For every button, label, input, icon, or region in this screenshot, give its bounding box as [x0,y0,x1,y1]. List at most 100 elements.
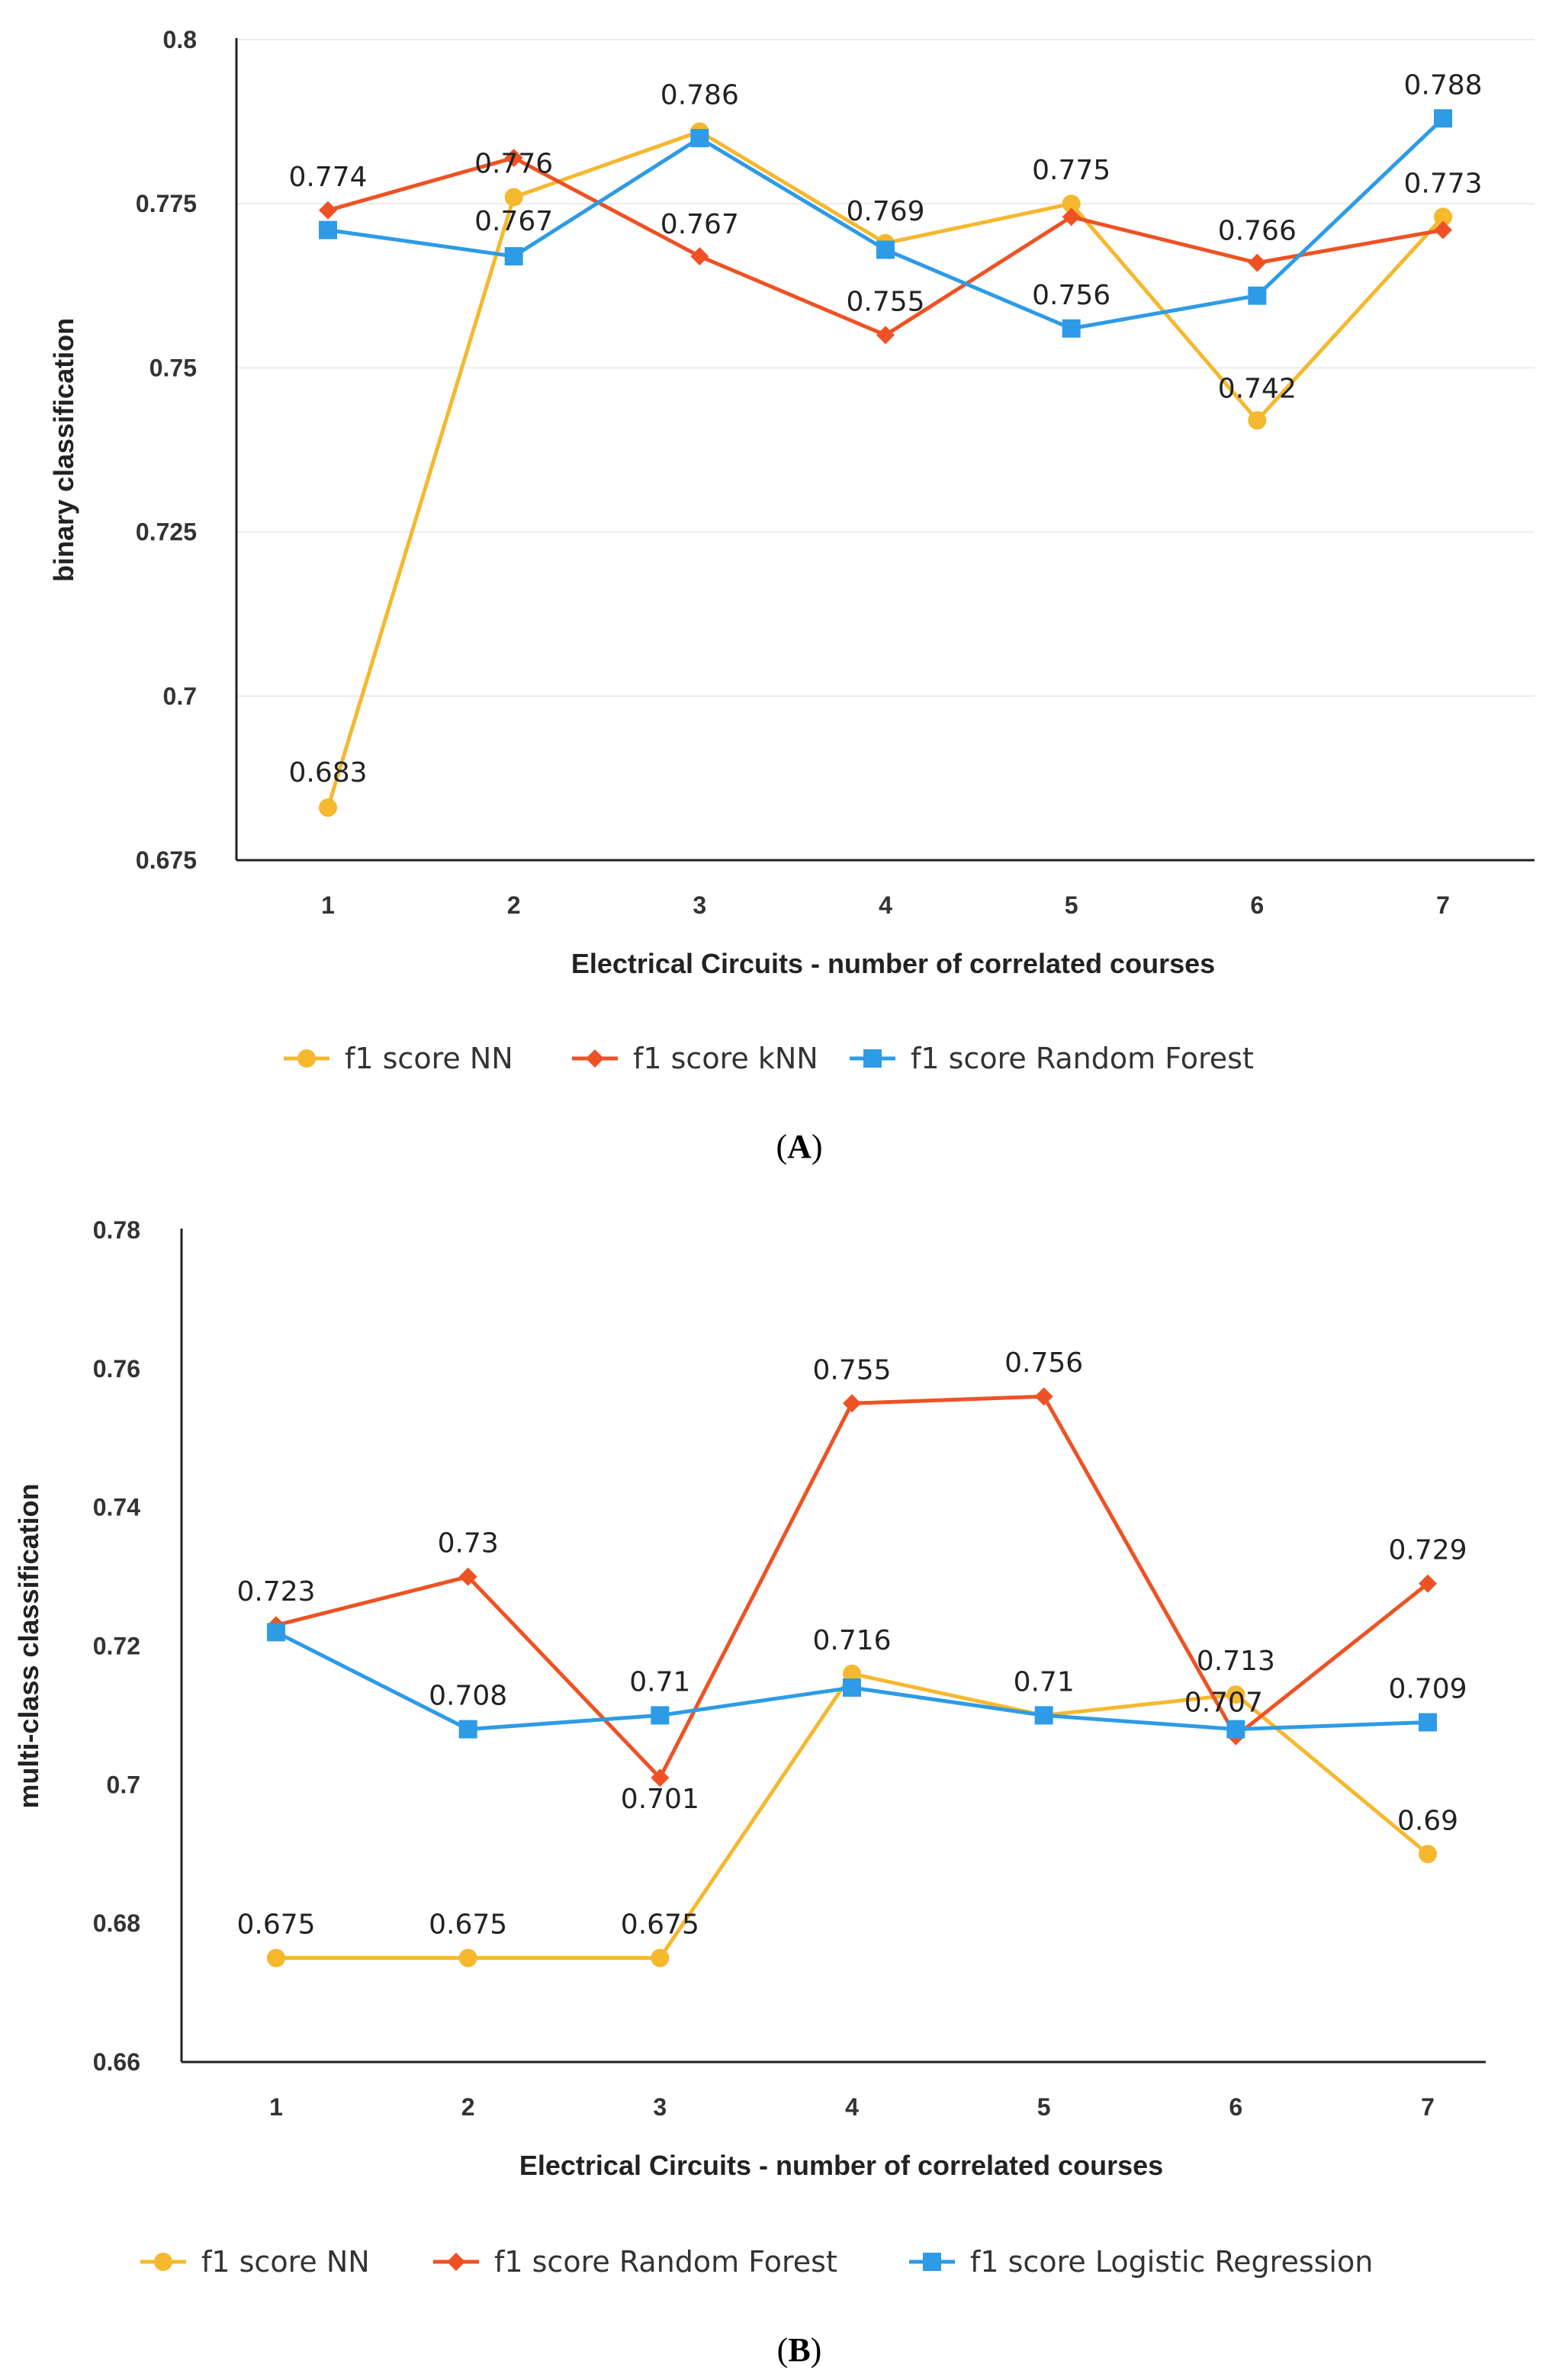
data-point [458,1567,477,1586]
y-tick-label: 0.8 [163,26,197,53]
legend-label: f1 score NN [345,1042,513,1075]
y-axis-title: binary classification [48,318,79,582]
x-tick-label: 4 [879,891,892,919]
x-axis-title: Electrical Circuits - number of correlat… [519,2150,1163,2181]
data-label: 0.786 [660,80,739,111]
data-label: 0.713 [1197,1646,1275,1677]
data-label: 0.788 [1403,69,1482,101]
legend-label: f1 score kNN [633,1042,818,1075]
data-point [1062,319,1081,338]
legend-marker [923,2253,941,2271]
y-tick-label: 0.78 [93,1216,140,1244]
x-tick-label: 7 [1421,2093,1435,2121]
data-label: 0.773 [1403,168,1482,199]
data-point [1062,194,1081,214]
y-tick-label: 0.775 [136,190,197,217]
panel-label-letter: A [787,1128,812,1165]
x-tick-label: 5 [1037,2093,1051,2121]
x-tick-label: 1 [321,891,335,919]
data-label: 0.707 [1184,1688,1263,1719]
data-point [651,1706,670,1725]
data-label: 0.756 [1032,280,1110,311]
y-tick-label: 0.74 [93,1494,140,1521]
data-point [876,326,895,345]
chart-multi-class-classification: 0.66 0.68 0.7 0.72 0.74 0.76 0.78 1 2 3 4 5 6 7 Electr… [13,1216,1486,2369]
data-point [1248,253,1267,272]
x-tick-label: 2 [507,891,521,919]
data-label: 0.71 [1014,1666,1075,1697]
data-point [843,1394,861,1413]
x-tick-label: 5 [1065,891,1078,919]
x-tick-label: 7 [1436,891,1450,919]
legend-marker [297,1049,316,1068]
data-label: 0.729 [1388,1535,1467,1566]
panel-label: (B) [777,2331,822,2369]
data-point [690,129,709,148]
data-label: 0.723 [236,1576,315,1608]
data-label: 0.766 [1218,216,1297,247]
y-tick-label: 0.66 [93,2048,140,2076]
y-tick-label: 0.7 [107,1771,140,1798]
legend-marker [154,2253,172,2271]
data-point [651,1768,670,1787]
y-tick-label: 0.76 [93,1355,140,1383]
x-tick-label: 6 [1250,891,1264,919]
legend-label: f1 score NN [201,2245,370,2279]
data-point [1248,411,1267,430]
data-point [458,1948,477,1967]
data-point [1434,207,1452,226]
x-tick-label: 3 [653,2093,667,2121]
data-point [690,247,709,266]
data-label: 0.709 [1388,1674,1467,1705]
data-label: 0.675 [621,1909,699,1941]
y-tick-label: 0.675 [136,846,197,874]
data-label: 0.683 [288,757,367,789]
y-tick-label: 0.75 [149,354,197,381]
x-axis-title: Electrical Circuits - number of correlat… [571,948,1215,979]
data-label: 0.775 [1032,155,1110,186]
legend-label: f1 score Logistic Regression [970,2245,1373,2279]
data-label: 0.767 [474,206,553,237]
data-label: 0.776 [474,149,553,180]
data-point [504,188,523,207]
data-point [651,1948,670,1967]
data-point [1226,1720,1245,1739]
data-point [1434,220,1452,239]
data-point [267,1948,285,1967]
x-tick-label: 2 [461,2093,475,2121]
data-point [504,247,523,266]
chart-binary-classification: 0.675 0.7 0.725 0.75 0.775 0.8 1 2 3 4 5 6 7 Electric… [48,26,1535,1165]
data-point [458,1720,477,1739]
data-label: 0.71 [629,1666,690,1697]
legend-marker [447,2253,465,2271]
data-label: 0.755 [846,286,924,317]
data-point [319,220,337,239]
x-tick-label: 4 [845,2093,859,2121]
y-tick-label: 0.68 [93,1909,140,1937]
y-tick-label: 0.725 [136,519,197,546]
data-point [876,240,895,259]
data-label: 0.769 [846,196,924,227]
data-point [267,1623,285,1642]
data-label: 0.675 [429,1909,507,1941]
data-point [504,148,523,167]
data-point [1062,207,1081,226]
data-label: 0.774 [288,162,367,193]
data-point [1034,1706,1053,1725]
data-point [1419,1845,1437,1864]
y-tick-label: 0.7 [163,683,197,710]
data-point [1034,1387,1053,1406]
data-point [1226,1685,1245,1704]
x-tick-label: 6 [1229,2093,1242,2121]
data-point [319,798,337,817]
data-label: 0.708 [429,1681,507,1712]
data-label: 0.69 [1397,1805,1458,1836]
data-label: 0.767 [660,209,739,240]
y-tick-label: 0.72 [93,1633,140,1660]
data-label: 0.742 [1218,373,1297,404]
data-point [843,1664,861,1683]
legend-marker [586,1049,604,1068]
data-label: 0.675 [236,1909,315,1941]
data-point [1419,1713,1437,1732]
